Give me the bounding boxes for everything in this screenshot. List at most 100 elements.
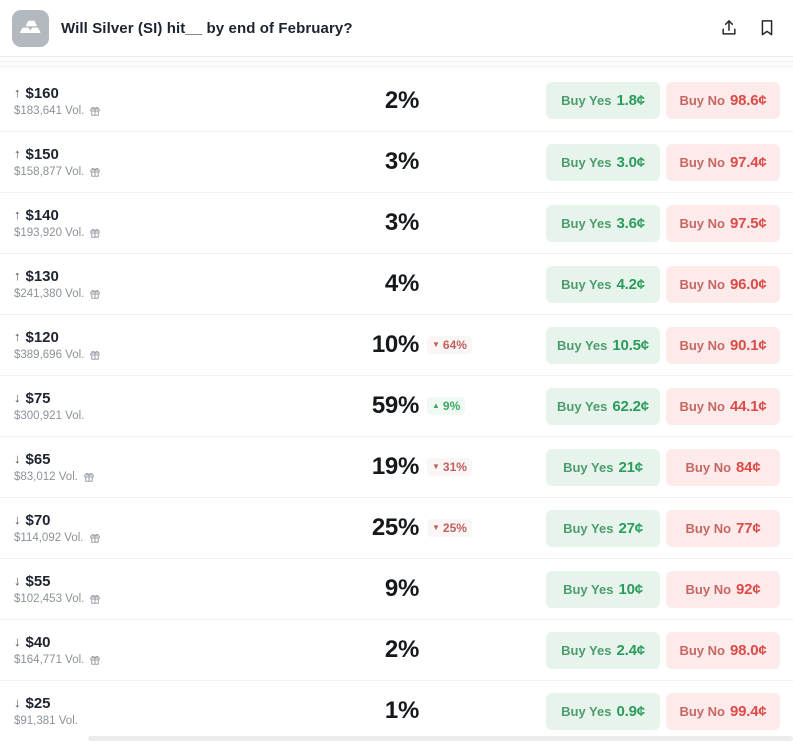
market-row[interactable]: ↓ $40 $164,771 Vol. 2% Buy Yes 2.4¢ — [0, 619, 793, 680]
trade-buttons: Buy Yes 2.4¢ Buy No 98.0¢ — [546, 631, 780, 669]
chance-cell: 2% — [344, 636, 546, 664]
outcome-cell: ↓ $70 $114,092 Vol. — [14, 512, 344, 544]
buy-yes-price: 1.8¢ — [616, 92, 645, 109]
buy-yes-button[interactable]: Buy Yes 0.9¢ — [546, 692, 660, 730]
buy-no-label: Buy No — [679, 215, 725, 231]
buy-no-button[interactable]: Buy No 77¢ — [666, 509, 780, 547]
buy-yes-price: 10¢ — [618, 580, 643, 598]
buy-no-button[interactable]: Buy No 97.4¢ — [666, 143, 780, 181]
rewards-gift-icon — [89, 533, 100, 543]
buy-yes-button[interactable]: Buy Yes 21¢ — [546, 448, 660, 486]
buy-no-price: 84¢ — [736, 458, 761, 476]
market-row[interactable]: ↑ $130 $241,380 Vol. 4% Buy Yes 4.2¢ — [0, 253, 793, 314]
chance-percent: 10% — [371, 331, 419, 358]
direction-arrow-icon: ↓ — [14, 390, 21, 405]
change-value: 9% — [442, 399, 461, 413]
buy-yes-button[interactable]: Buy Yes 3.0¢ — [546, 143, 660, 181]
buy-yes-button[interactable]: Buy Yes 62.2¢ — [546, 387, 660, 425]
silver-bars-icon — [12, 9, 49, 47]
buy-no-price: 77¢ — [736, 519, 761, 537]
buy-no-button[interactable]: Buy No 98.6¢ — [666, 82, 780, 119]
horizontal-scrollbar[interactable] — [88, 736, 793, 741]
buy-no-label: Buy No — [679, 154, 725, 170]
buy-yes-price: 3.0¢ — [616, 153, 645, 171]
outcome-cell: ↓ $55 $102,453 Vol. — [14, 573, 344, 605]
buy-no-button[interactable]: Buy No 84¢ — [666, 448, 780, 486]
buy-no-price: 98.0¢ — [729, 641, 767, 659]
buy-no-label: Buy No — [679, 337, 725, 353]
change-indicator: ▼ 31% — [427, 458, 472, 476]
buy-no-button[interactable]: Buy No 98.0¢ — [666, 631, 780, 669]
buy-no-label: Buy No — [685, 581, 732, 597]
market-row[interactable]: ↑ $160 $183,641 Vol. 2% Buy Yes 1.8¢ — [0, 70, 793, 131]
volume-label: $114,092 Vol. — [14, 532, 84, 544]
buy-yes-price: 2.4¢ — [616, 641, 645, 659]
change-value: 31% — [442, 460, 467, 474]
market-row[interactable]: ↓ $55 $102,453 Vol. 9% Buy Yes 10¢ — [0, 558, 793, 619]
change-arrow-icon: ▼ — [432, 523, 440, 532]
buy-yes-label: Buy Yes — [561, 93, 612, 108]
chance-cell: 9% — [344, 575, 546, 603]
trade-buttons: Buy Yes 4.2¢ Buy No 96.0¢ — [546, 265, 780, 303]
buy-yes-button[interactable]: Buy Yes 4.2¢ — [546, 265, 660, 303]
outcome-cell: ↓ $75 $300,921 Vol. — [14, 390, 344, 422]
volume-label: $300,921 Vol. — [14, 410, 85, 422]
buy-no-button[interactable]: Buy No 44.1¢ — [666, 387, 780, 425]
event-header: Will Silver (SI) hit__ by end of Februar… — [0, 0, 793, 57]
buy-yes-button[interactable]: Buy Yes 10¢ — [546, 570, 660, 608]
chance-percent: 1% — [384, 697, 419, 724]
collapsed-section-edge — [0, 57, 793, 70]
direction-arrow-icon: ↓ — [14, 451, 21, 466]
buy-yes-button[interactable]: Buy Yes 1.8¢ — [546, 82, 660, 119]
strike-price: $65 — [25, 451, 51, 468]
buy-yes-price: 21¢ — [618, 458, 643, 476]
market-row[interactable]: ↓ $65 $83,012 Vol. 19% ▼ 31% B — [0, 436, 793, 497]
direction-arrow-icon: ↓ — [14, 634, 21, 649]
rewards-gift-icon — [90, 289, 101, 299]
buy-no-button[interactable]: Buy No 92¢ — [666, 570, 780, 608]
volume-label: $83,012 Vol. — [14, 471, 78, 483]
chance-cell: 1% — [344, 697, 546, 725]
buy-yes-button[interactable]: Buy Yes 3.6¢ — [546, 204, 660, 242]
trade-buttons: Buy Yes 21¢ Buy No 84¢ — [546, 448, 780, 486]
change-arrow-icon: ▼ — [432, 340, 440, 349]
outcome-cell: ↓ $25 $91,381 Vol. — [14, 695, 344, 727]
rewards-gift-icon — [90, 167, 101, 177]
rewards-gift-icon — [90, 228, 101, 238]
outcome-cell: ↑ $150 $158,877 Vol. — [14, 146, 344, 178]
market-row[interactable]: ↑ $150 $158,877 Vol. 3% Buy Yes 3.0¢ — [0, 131, 793, 192]
trade-buttons: Buy Yes 0.9¢ Buy No 99.4¢ — [546, 692, 780, 730]
market-row[interactable]: ↓ $75 $300,921 Vol. 59% ▲ 9% Buy Yes 62.… — [0, 375, 793, 436]
buy-yes-price: 62.2¢ — [612, 397, 649, 415]
buy-no-button[interactable]: Buy No 90.1¢ — [666, 326, 780, 364]
volume-label: $158,877 Vol. — [14, 166, 85, 178]
trade-buttons: Buy Yes 10¢ Buy No 92¢ — [546, 570, 780, 608]
buy-yes-button[interactable]: Buy Yes 2.4¢ — [546, 631, 660, 669]
market-rows: ↑ $160 $183,641 Vol. 2% Buy Yes 1.8¢ — [0, 70, 793, 741]
bookmark-icon[interactable] — [757, 18, 777, 38]
direction-arrow-icon: ↑ — [14, 146, 21, 161]
direction-arrow-icon: ↑ — [14, 84, 21, 100]
direction-arrow-icon: ↓ — [14, 512, 21, 527]
buy-no-button[interactable]: Buy No 97.5¢ — [666, 204, 780, 242]
buy-yes-label: Buy Yes — [557, 398, 608, 414]
market-row[interactable]: ↑ $120 $389,696 Vol. 10% ▼ 64% — [0, 314, 793, 375]
chance-percent: 3% — [384, 148, 419, 175]
strike-price: $130 — [25, 268, 59, 285]
buy-no-label: Buy No — [679, 398, 725, 414]
market-row[interactable]: ↓ $70 $114,092 Vol. 25% ▼ 25% — [0, 497, 793, 558]
buy-no-button[interactable]: Buy No 99.4¢ — [666, 692, 780, 730]
strike-price: $140 — [25, 207, 59, 224]
market-row[interactable]: ↑ $140 $193,920 Vol. 3% Buy Yes 3.6¢ — [0, 192, 793, 253]
buy-no-label: Buy No — [679, 93, 725, 108]
buy-yes-label: Buy Yes — [563, 459, 614, 475]
volume-label: $389,696 Vol. — [14, 349, 85, 361]
buy-yes-button[interactable]: Buy Yes 10.5¢ — [546, 326, 660, 364]
buy-no-button[interactable]: Buy No 96.0¢ — [666, 265, 780, 303]
buy-yes-button[interactable]: Buy Yes 27¢ — [546, 509, 660, 547]
market-row[interactable]: ↓ $25 $91,381 Vol. 1% Buy Yes 0.9¢ Buy N… — [0, 680, 793, 741]
share-icon[interactable] — [719, 18, 739, 38]
outcome-cell: ↑ $140 $193,920 Vol. — [14, 207, 344, 239]
chance-percent: 9% — [384, 575, 419, 602]
buy-yes-price: 4.2¢ — [616, 275, 645, 293]
